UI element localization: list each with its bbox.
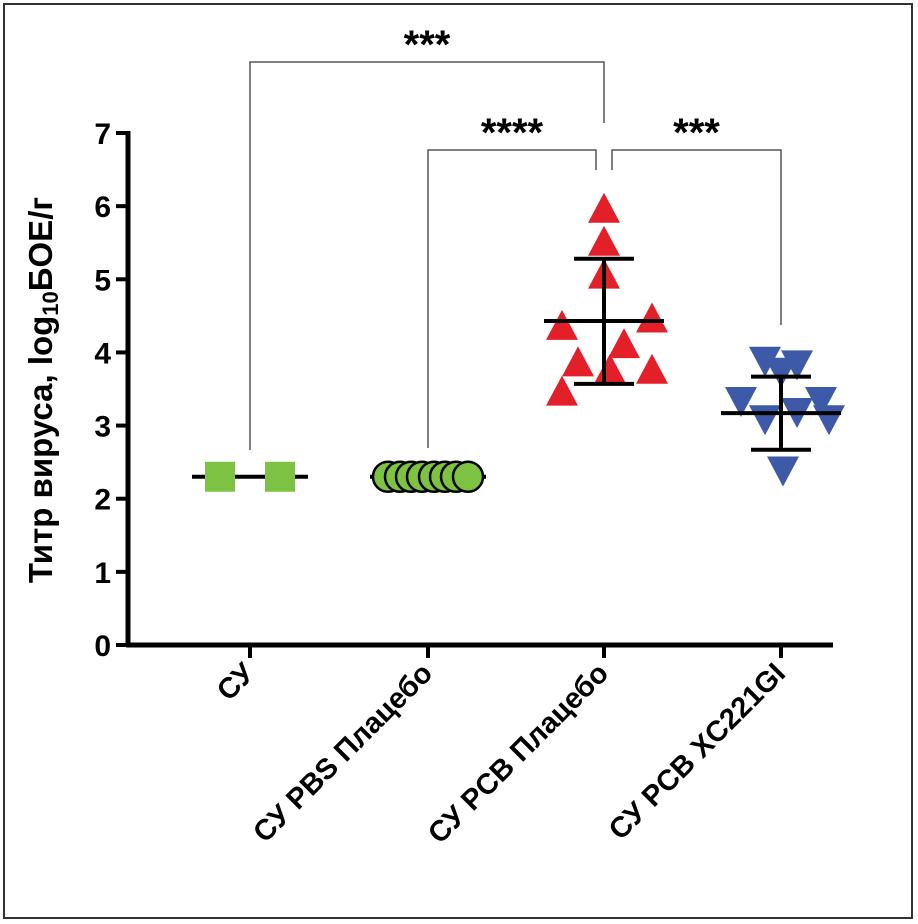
significance-label: **** <box>481 111 544 155</box>
y-tick-label: 6 <box>94 191 111 224</box>
significance-label: *** <box>404 23 451 67</box>
data-point-triangle-down <box>765 357 797 388</box>
x-category-label: СУ PCB Плацебо <box>422 657 615 850</box>
data-point-triangle-up <box>594 353 626 384</box>
data-point-triangle-up <box>636 302 668 333</box>
data-point-triangle-down <box>749 405 781 436</box>
data-point-triangle-down <box>805 386 837 417</box>
y-tick-label: 3 <box>94 411 111 444</box>
data-point-triangle-up <box>562 346 594 377</box>
data-point-triangle-up <box>546 375 578 406</box>
significance-label: *** <box>673 111 720 155</box>
data-point-triangle-down <box>767 456 799 487</box>
significance-bracket <box>611 149 782 325</box>
data-point-square <box>265 461 295 492</box>
data-point-triangle-down <box>725 386 757 417</box>
data-point-triangle-down <box>813 405 845 436</box>
y-axis-title-subscript: 10 <box>38 291 63 315</box>
x-category-label: СУ PCB XC221GI <box>603 657 792 846</box>
data-point-triangle-up <box>608 328 640 359</box>
axes-group <box>116 131 833 658</box>
significance-bracket <box>427 149 597 448</box>
figure-frame <box>3 3 913 919</box>
y-tick-label: 2 <box>94 484 111 517</box>
y-axis-title: Титр вируса, log10БОЕ/г <box>22 197 63 583</box>
significance-brackets <box>249 61 782 450</box>
data-point-circle <box>451 460 485 494</box>
data-point-square <box>205 461 235 492</box>
y-tick-label: 0 <box>94 630 111 663</box>
y-axis-title-unit: БОЕ/г <box>22 197 59 291</box>
y-tick-label: 1 <box>94 557 111 590</box>
data-points <box>192 192 845 494</box>
data-point-triangle-up <box>546 309 578 340</box>
x-category-label: СУ PBS Плацебо <box>247 657 439 849</box>
data-point-triangle-up <box>588 192 620 223</box>
y-tick-label: 7 <box>94 118 111 151</box>
data-point-triangle-up <box>636 353 668 384</box>
significance-bracket <box>249 61 605 450</box>
y-axis-title-main: Титр вируса, log <box>22 316 59 583</box>
y-tick-label: 5 <box>94 264 111 297</box>
data-point-triangle-up <box>588 225 620 256</box>
error-bars <box>544 256 841 452</box>
x-category-label: СУ <box>211 657 262 708</box>
data-point-triangle-down <box>749 346 781 377</box>
y-tick-label: 4 <box>94 337 111 370</box>
